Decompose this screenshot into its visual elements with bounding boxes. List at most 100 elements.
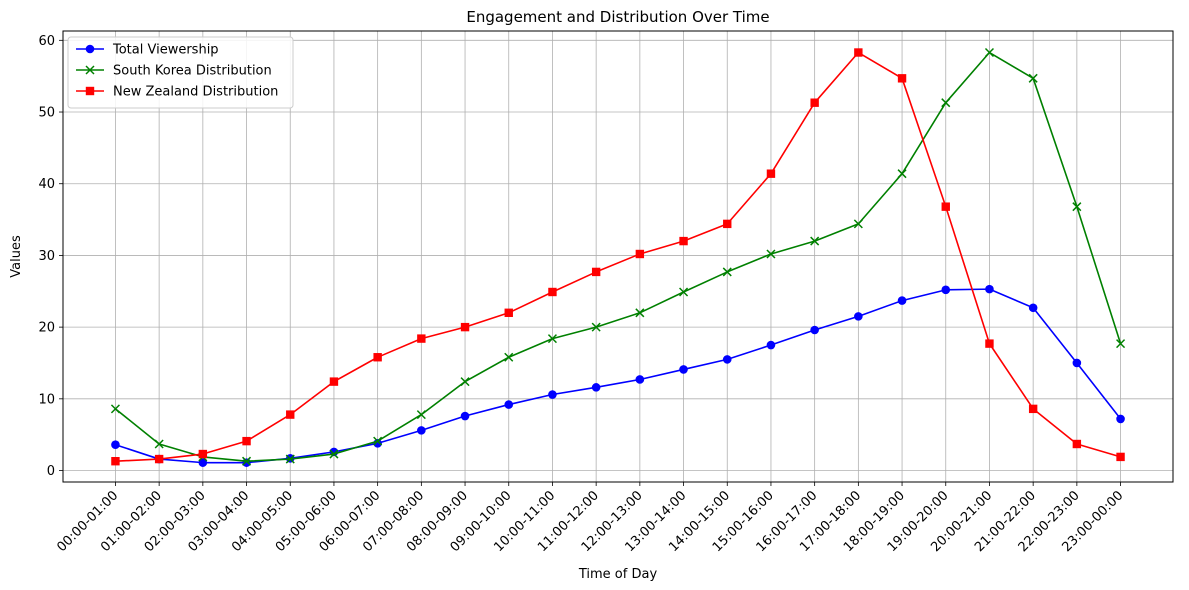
data-point xyxy=(1028,303,1038,313)
y-tick-label: 40 xyxy=(38,177,55,192)
x-marker-stroke xyxy=(635,308,645,318)
x-marker-stroke xyxy=(285,454,295,464)
data-point xyxy=(504,352,514,362)
data-point xyxy=(548,287,557,297)
data-point xyxy=(154,454,164,464)
x-marker-stroke xyxy=(110,404,120,414)
data-point xyxy=(1028,404,1038,414)
x-marker-stroke xyxy=(1028,73,1038,83)
data-point xyxy=(1116,339,1126,349)
legend-item: South Korea Distribution xyxy=(76,64,272,79)
x-marker-stroke xyxy=(85,65,95,75)
x-marker-stroke xyxy=(547,334,557,344)
x-marker-stroke xyxy=(242,456,252,466)
data-point xyxy=(941,98,951,108)
x-marker-stroke xyxy=(722,267,732,277)
x-marker-stroke xyxy=(984,47,994,58)
legend-label: New Zealand Distribution xyxy=(113,85,278,100)
data-point xyxy=(897,169,907,179)
y-tick-label: 50 xyxy=(38,106,55,121)
data-point xyxy=(810,236,820,246)
y-tick-label: 10 xyxy=(38,392,55,407)
plot-area-frame xyxy=(62,30,1174,483)
x-marker-stroke xyxy=(1072,202,1082,212)
data-point xyxy=(154,439,164,449)
data-point xyxy=(897,74,907,83)
data-point xyxy=(679,365,688,374)
x-marker-stroke xyxy=(1116,339,1126,349)
data-point xyxy=(810,325,819,335)
y-tick-label: 30 xyxy=(38,249,55,264)
data-point xyxy=(110,404,120,414)
data-point xyxy=(1116,452,1125,462)
legend-marker xyxy=(85,44,95,54)
data-point xyxy=(722,355,732,364)
x-marker-stroke xyxy=(810,236,820,246)
data-point xyxy=(547,334,557,344)
data-point xyxy=(1028,73,1038,83)
data-point xyxy=(460,322,470,332)
data-point xyxy=(242,458,251,467)
data-point xyxy=(111,440,120,450)
data-point xyxy=(242,456,252,466)
x-marker-stroke xyxy=(504,352,514,362)
data-point xyxy=(373,353,382,362)
data-point xyxy=(548,390,557,399)
data-point xyxy=(635,249,645,259)
data-point xyxy=(416,410,426,420)
legend-marker xyxy=(85,65,95,75)
data-point xyxy=(766,169,776,178)
data-point xyxy=(504,400,514,409)
series-1 xyxy=(110,47,1126,466)
data-point xyxy=(985,284,994,294)
data-point xyxy=(373,436,383,446)
data-point xyxy=(635,375,645,384)
series-line xyxy=(115,51,1121,463)
legend: Total Viewership South Korea Distribution… xyxy=(67,36,294,109)
data-point xyxy=(1116,414,1125,424)
data-point xyxy=(460,411,470,421)
data-point xyxy=(286,410,295,419)
x-marker-stroke xyxy=(591,322,601,332)
data-point xyxy=(722,267,732,277)
data-point xyxy=(417,426,426,435)
data-point xyxy=(1072,202,1082,212)
x-marker-stroke xyxy=(373,436,383,446)
data-point xyxy=(810,98,819,107)
data-point xyxy=(591,383,601,392)
data-point xyxy=(1072,439,1082,449)
data-point xyxy=(766,249,776,259)
legend-label: South Korea Distribution xyxy=(113,64,272,79)
series-2 xyxy=(111,48,1125,466)
data-point xyxy=(985,339,994,348)
chart-title: Engagement and Distribution Over Time xyxy=(466,8,769,26)
data-point xyxy=(198,458,208,467)
x-marker-stroke xyxy=(679,287,689,297)
y-tick-label: 60 xyxy=(38,34,55,49)
data-point xyxy=(242,436,251,446)
x-marker-stroke xyxy=(853,219,863,229)
data-point xyxy=(941,285,951,295)
legend-box xyxy=(67,36,294,109)
legend-item: Total Viewership xyxy=(76,43,219,58)
data-point xyxy=(591,322,601,332)
series-line xyxy=(114,51,1122,463)
y-tick-label: 0 xyxy=(47,464,55,479)
series-layer xyxy=(110,47,1126,467)
data-point xyxy=(591,267,601,277)
legend-label: Total Viewership xyxy=(112,43,219,58)
x-marker-stroke xyxy=(416,410,426,420)
data-point xyxy=(766,340,776,350)
x-marker-stroke xyxy=(897,169,907,179)
data-point xyxy=(941,202,950,211)
data-point xyxy=(111,457,120,466)
data-point xyxy=(854,48,863,57)
data-point xyxy=(504,308,513,317)
legend-marker xyxy=(85,86,95,96)
data-point xyxy=(679,236,688,246)
y-tick-label: 20 xyxy=(38,321,55,336)
data-point xyxy=(853,219,863,229)
data-point xyxy=(329,377,339,386)
data-point xyxy=(635,308,645,318)
